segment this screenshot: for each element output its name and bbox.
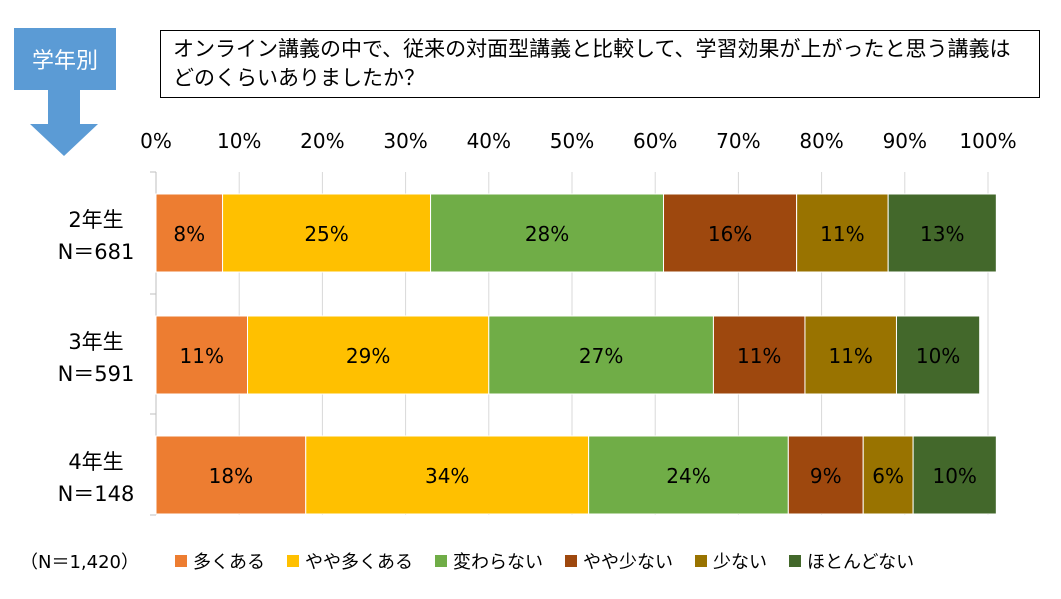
x-tick-label: 80% bbox=[799, 129, 843, 153]
legend-item: ほとんどない bbox=[789, 548, 914, 574]
legend-swatch bbox=[435, 555, 447, 567]
data-label: 24% bbox=[666, 464, 710, 488]
legend-item: 少ない bbox=[695, 548, 767, 574]
bar-segment bbox=[804, 315, 897, 395]
grade-tag: 学年別 bbox=[14, 28, 116, 90]
data-label: 27% bbox=[579, 344, 623, 368]
sample-size-note: （N＝1,420） bbox=[20, 552, 139, 573]
category-n-label: N＝148 bbox=[58, 482, 135, 506]
x-tick-label: 30% bbox=[383, 129, 427, 153]
bar-segment bbox=[663, 193, 798, 273]
data-label: 10% bbox=[932, 464, 976, 488]
bar-segment bbox=[588, 435, 789, 515]
category-n-label: N＝681 bbox=[58, 240, 135, 264]
bar-segment bbox=[887, 193, 997, 273]
legend-item: 多くある bbox=[175, 548, 265, 574]
bar-segment bbox=[912, 435, 997, 515]
category-label: 4年生 bbox=[68, 450, 123, 474]
data-label: 10% bbox=[916, 344, 960, 368]
legend-item: やや多くある bbox=[287, 548, 413, 574]
data-label: 11% bbox=[737, 344, 781, 368]
grade-tag-label: 学年別 bbox=[31, 49, 98, 74]
bar-segment bbox=[155, 193, 224, 273]
data-label: 34% bbox=[425, 464, 469, 488]
bar-segment bbox=[222, 193, 432, 273]
legend-label: 少ない bbox=[713, 552, 767, 573]
legend-label: ほとんどない bbox=[807, 552, 915, 573]
x-tick-label: 20% bbox=[300, 129, 344, 153]
data-label: 28% bbox=[525, 222, 569, 246]
data-label: 8% bbox=[173, 222, 205, 246]
bar-segment bbox=[305, 435, 590, 515]
legend-swatch bbox=[565, 555, 577, 567]
data-label: 25% bbox=[304, 222, 348, 246]
legend-swatch bbox=[789, 555, 801, 567]
data-label: 13% bbox=[920, 222, 964, 246]
x-tick-label: 0% bbox=[140, 129, 172, 153]
bar-segment bbox=[787, 435, 864, 515]
legend-label: やや少ない bbox=[583, 552, 673, 573]
legend-label: 多くある bbox=[193, 552, 265, 573]
bar-segment bbox=[796, 193, 889, 273]
x-tick-label: 10% bbox=[217, 129, 261, 153]
category-label: 2年生 bbox=[68, 208, 123, 232]
data-label: 11% bbox=[820, 222, 864, 246]
bar-segment bbox=[247, 315, 490, 395]
bar-segment bbox=[488, 315, 714, 395]
x-tick-label: 100% bbox=[959, 129, 1016, 153]
x-tick-label: 70% bbox=[716, 129, 760, 153]
data-label: 29% bbox=[346, 344, 390, 368]
x-tick-label: 90% bbox=[883, 129, 927, 153]
legend: （N＝1,420） 多くある やや多くある 変わらない やや少ない 少ない ほとんどない bbox=[0, 540, 1061, 580]
bar-segment bbox=[712, 315, 806, 395]
legend-label: 変わらない bbox=[453, 552, 543, 573]
bar-segment bbox=[155, 435, 307, 515]
question-text: オンライン講義の中で、従来の対面型講義と比較して、学習効果が上がったと思う講義は… bbox=[173, 37, 1011, 90]
legend-items: 多くある やや多くある 変わらない やや少ない 少ない ほとんどない bbox=[175, 548, 914, 574]
legend-item: 変わらない bbox=[435, 548, 543, 574]
bar-segment bbox=[155, 315, 249, 395]
stacked-bar-chart: 0% 10% 20% 30% 40% 50% 60% 70% 80% 90% 100% 2年生 N＝68… bbox=[58, 129, 1017, 516]
legend-swatch bbox=[175, 555, 187, 567]
data-label: 18% bbox=[209, 464, 253, 488]
legend-swatch bbox=[695, 555, 707, 567]
x-tick-label: 50% bbox=[550, 129, 594, 153]
category-label: 3年生 bbox=[68, 330, 123, 354]
data-label: 16% bbox=[708, 222, 752, 246]
data-label: 11% bbox=[180, 344, 224, 368]
data-label: 11% bbox=[828, 344, 872, 368]
data-label: 6% bbox=[872, 464, 904, 488]
legend-label: やや多くある bbox=[305, 552, 413, 573]
bar-segment bbox=[895, 315, 981, 395]
question-box: オンライン講義の中で、従来の対面型講義と比較して、学習効果が上がったと思う講義は… bbox=[160, 30, 1040, 98]
x-tick-label: 60% bbox=[633, 129, 677, 153]
legend-item: やや少ない bbox=[565, 548, 673, 574]
bar-segment bbox=[862, 435, 914, 515]
x-tick-label: 40% bbox=[467, 129, 511, 153]
bar-segment bbox=[430, 193, 665, 273]
data-label: 9% bbox=[810, 464, 842, 488]
legend-swatch bbox=[287, 555, 299, 567]
category-n-label: N＝591 bbox=[58, 362, 135, 386]
